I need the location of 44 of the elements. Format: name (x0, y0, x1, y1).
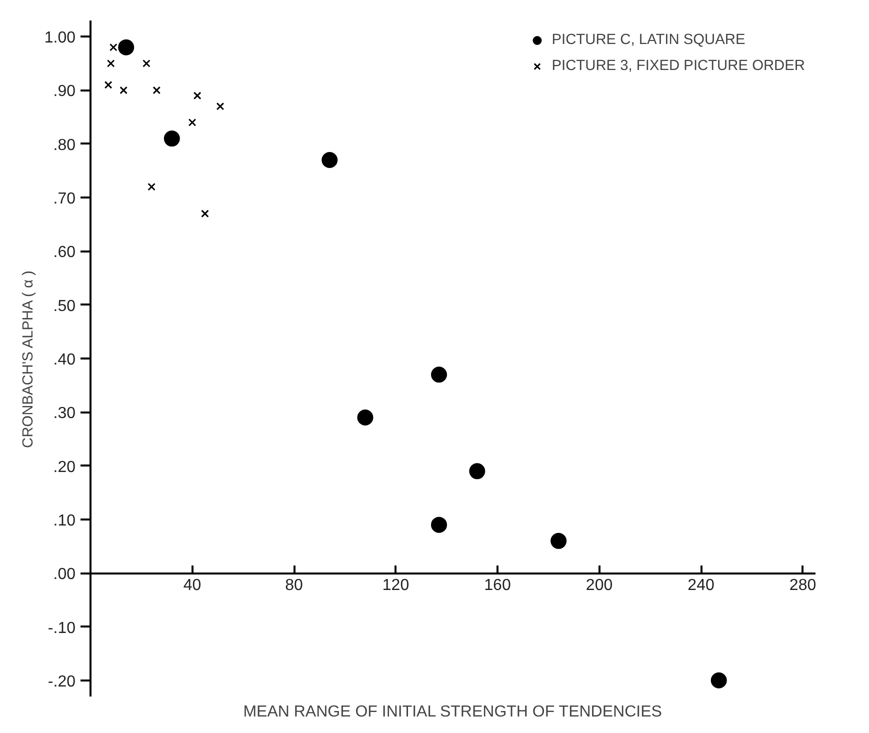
x-tick-label: 40 (183, 577, 202, 594)
point (142, 59, 150, 68)
y-tick-label: .60 (53, 244, 76, 262)
x-tick-label: 280 (789, 577, 816, 594)
y-tick-label: .70 (53, 190, 76, 208)
point (106, 59, 115, 68)
x-tick-label: 200 (586, 577, 613, 594)
y-tick-label: .40 (53, 352, 76, 368)
point (710, 672, 727, 688)
y-tick-label: -.10 (48, 620, 76, 637)
point (322, 152, 338, 168)
x-axis-title: MEAN RANGE OF INITIAL STRENGTH OF TENDENCIES (243, 704, 662, 720)
point (152, 86, 161, 94)
y-axis-title: CRONBACH'S ALPHA ( α ) (20, 270, 36, 448)
point (118, 39, 134, 56)
point (109, 43, 118, 52)
legend-label: PICTURE C, LATIN SQUARE (552, 32, 746, 48)
point (188, 118, 196, 126)
point (357, 410, 374, 426)
point (148, 182, 156, 191)
point (193, 92, 202, 100)
y-tick-label: .90 (53, 83, 76, 100)
point (550, 532, 567, 549)
point (431, 366, 448, 383)
point (164, 130, 180, 147)
x-tick-label: 240 (688, 577, 714, 594)
point (431, 516, 448, 533)
point (201, 210, 209, 218)
y-tick-label: .80 (53, 136, 76, 154)
point (469, 463, 486, 480)
x-tick-label: 120 (382, 577, 410, 594)
y-tick-label: .00 (53, 566, 76, 584)
y-tick-label: .20 (53, 458, 76, 476)
x-tick-label: 80 (285, 577, 304, 594)
y-tick-label: .50 (53, 298, 76, 315)
y-tick-label: 1.00 (44, 30, 76, 47)
y-tick-label: .10 (53, 512, 76, 530)
legend-label: PICTURE 3, FIXED PICTURE ORDER (552, 58, 805, 74)
y-tick-label: -.20 (48, 673, 76, 690)
y-tick-label: .30 (53, 405, 76, 422)
point (216, 102, 224, 110)
point (104, 80, 112, 89)
point (120, 86, 128, 94)
x-tick-label: 160 (484, 577, 511, 594)
